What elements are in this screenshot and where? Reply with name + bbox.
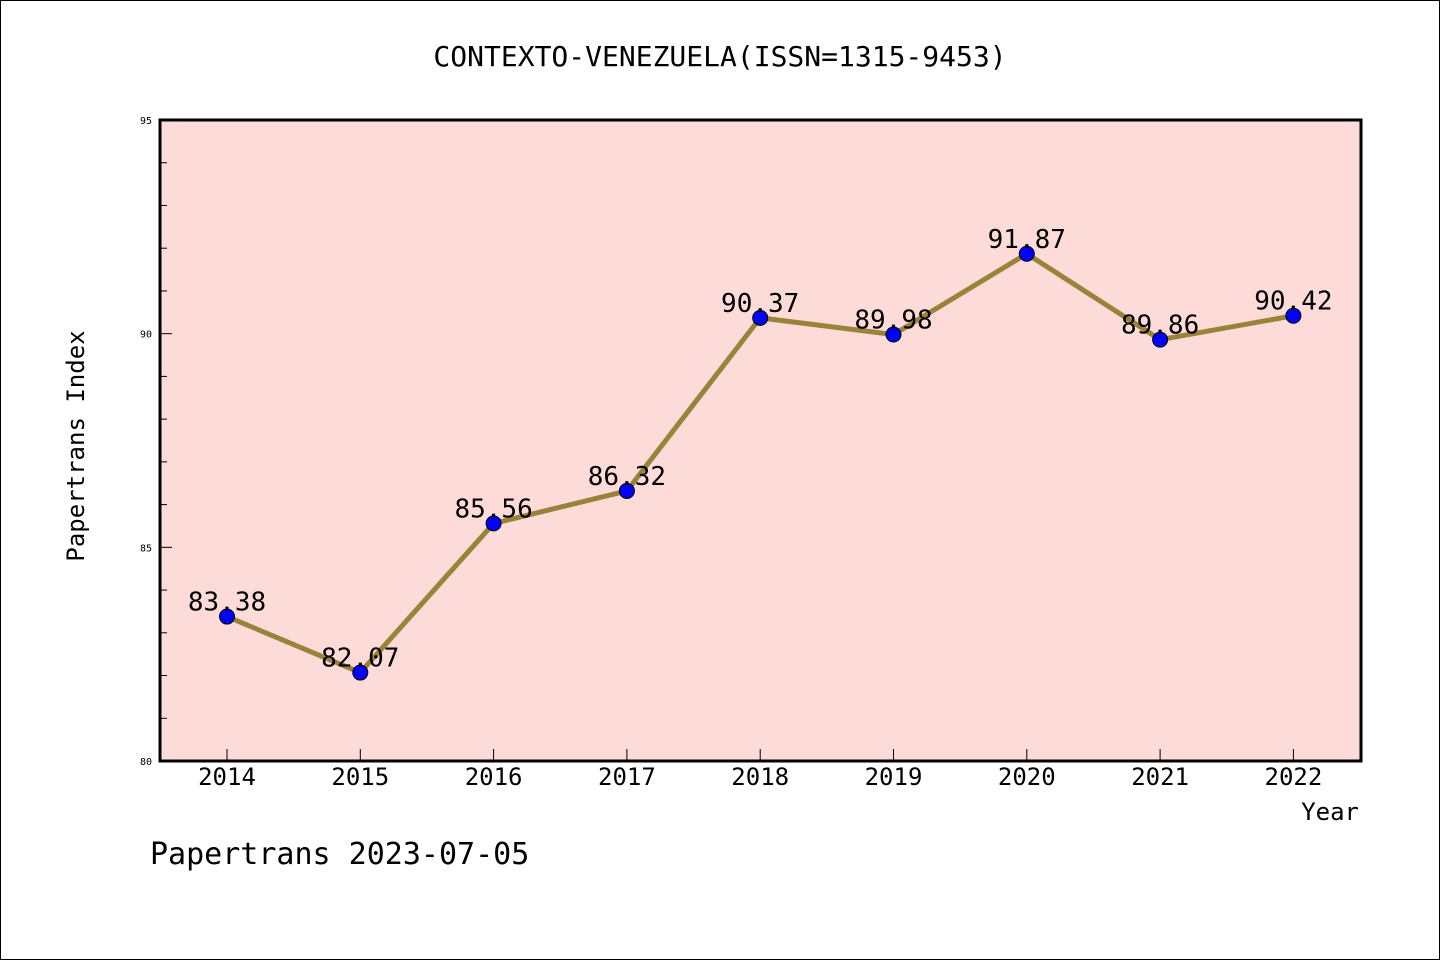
data-point [752,309,769,326]
data-point [885,326,902,343]
data-label: 90.37 [721,289,799,319]
x-axis-label: Year [1301,798,1359,826]
data-label: 91.87 [988,225,1066,255]
data-point [1285,307,1302,324]
x-tick-label: 2018 [731,763,789,791]
x-tick-label: 2014 [198,763,256,791]
data-label: 83.38 [188,588,266,618]
data-labels: 83.38 82.07 85.56 86.32 90.37 89.98 91.87 89.86… [188,225,1333,674]
data-point [219,608,235,625]
x-tick-label: 2019 [865,763,923,791]
data-label: 86.32 [588,462,666,492]
x-tick-label: 2022 [1265,763,1323,791]
data-point [485,515,502,532]
footer-text: Papertrans 2023-07-05 [150,837,529,872]
y-axis-label: Papertrans Index [62,330,90,561]
data-label: 90.42 [1254,287,1332,317]
y-tick-label: 80 [140,757,152,768]
x-tick-label: 2021 [1131,763,1189,791]
series-markers [219,245,1302,681]
data-point [1018,245,1035,262]
x-axis-ticks: 2014 2015 2016 2017 2018 2019 2020 2021 2022 [198,749,1322,791]
data-label: 89.86 [1121,311,1199,341]
plot-area [158,118,1363,763]
data-label: 82.07 [321,644,399,674]
data-point [618,482,635,499]
data-label: 85.56 [454,494,532,524]
y-tick-label: 95 [140,116,152,127]
x-tick-label: 2017 [598,763,656,791]
y-axis-ticks: 80 85 90 95 [140,116,172,768]
data-point [1152,331,1169,348]
x-tick-label: 2016 [465,763,523,791]
y-tick-label: 85 [140,543,152,554]
y-minor-ticks [159,162,167,719]
y-tick-label: 90 [140,330,152,341]
chart-title: CONTEXTO-VENEZUELA(ISSN=1315-9453) [433,40,1006,73]
data-point [352,664,369,681]
x-tick-label: 2015 [331,763,389,791]
data-label: 89.98 [854,306,932,336]
x-tick-label: 2020 [998,763,1056,791]
